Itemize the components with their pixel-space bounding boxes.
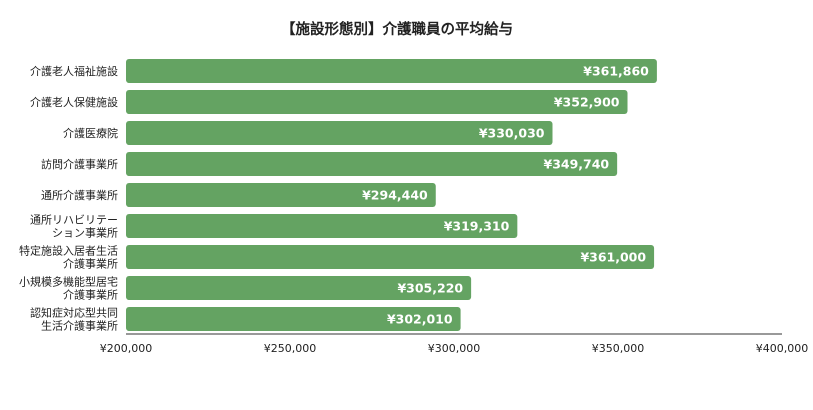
data-label: ¥361,860 <box>583 64 649 79</box>
x-tick-label: ¥300,000 <box>428 342 481 355</box>
chart-title: 【施設形態別】介護職員の平均給与 <box>281 20 513 38</box>
bar <box>126 152 618 176</box>
category-label: 通所介護事業所 <box>41 188 118 202</box>
bar <box>126 90 628 114</box>
category-label: 訪問介護事業所 <box>41 157 118 171</box>
category-label: 生活介護事業所 <box>41 319 118 333</box>
data-label: ¥361,000 <box>580 250 646 265</box>
x-tick-label: ¥400,000 <box>756 342 809 355</box>
data-label: ¥319,310 <box>444 219 510 234</box>
bars-group <box>126 59 657 331</box>
data-label: ¥302,010 <box>387 312 453 327</box>
category-labels-group: 介護老人福祉施設介護老人保健施設介護医療院訪問介護事業所通所介護事業所通所リハビ… <box>19 64 118 333</box>
bar <box>126 245 655 269</box>
bar <box>126 276 472 300</box>
bar <box>126 121 553 145</box>
data-label: ¥305,220 <box>397 281 463 296</box>
category-label: 通所リハビリテー <box>30 214 118 227</box>
x-tick-label: ¥350,000 <box>592 342 645 355</box>
bar <box>126 307 461 331</box>
category-label: 特定施設入居者生活 <box>19 244 118 258</box>
x-tick-labels-group: ¥200,000 ¥250,000 ¥300,000 ¥350,000 ¥400,000 <box>100 342 809 355</box>
x-tick-label: ¥250,000 <box>264 342 317 355</box>
data-label: ¥294,440 <box>362 188 428 203</box>
data-label: ¥352,900 <box>554 95 620 110</box>
category-label: 介護事業所 <box>63 257 118 271</box>
bar <box>126 214 518 238</box>
data-label: ¥349,740 <box>544 157 610 172</box>
data-label: ¥330,030 <box>479 126 545 141</box>
category-label: 認知症対応型共同 <box>30 306 118 320</box>
category-label: 介護事業所 <box>63 288 118 302</box>
bar <box>126 59 657 83</box>
category-label: 介護老人福祉施設 <box>30 64 118 78</box>
category-label: 小規模多機能型居宅 <box>19 275 118 289</box>
category-label: 介護老人保健施設 <box>30 95 118 109</box>
category-label: ション事業所 <box>52 227 118 240</box>
x-tick-label: ¥200,000 <box>100 342 153 355</box>
bar <box>126 183 436 207</box>
data-labels-group: ¥361,860 ¥352,900 ¥330,030 ¥349,740 ¥294,440… <box>362 64 649 327</box>
category-label: 介護医療院 <box>63 126 118 140</box>
